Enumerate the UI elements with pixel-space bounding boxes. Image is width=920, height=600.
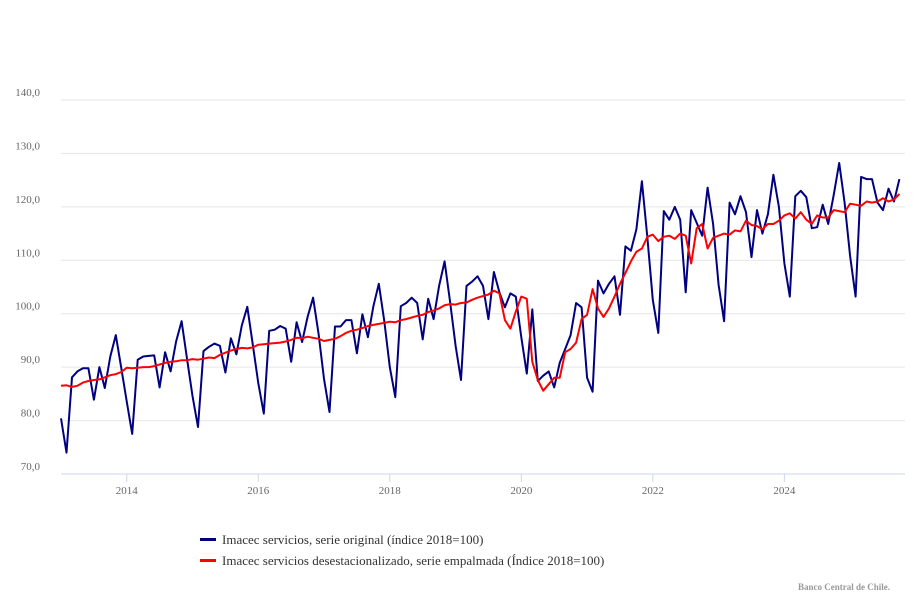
legend: Imacec servicios, serie original (índice…	[200, 529, 604, 571]
legend-swatch-seasonally-adjusted	[200, 559, 216, 562]
y-tick-label: 100,0	[15, 301, 40, 313]
x-tick-label: 2022	[642, 485, 664, 497]
legend-swatch-original	[200, 538, 216, 541]
y-axis: 70,0 80,0 90,0 100,0 110,0 120,0 130,0 140,0	[15, 87, 40, 473]
x-tick-label: 2020	[510, 485, 533, 497]
y-tick-label: 130,0	[15, 140, 40, 152]
x-tick-label: 2014	[116, 485, 139, 497]
y-tick-label: 80,0	[21, 408, 41, 420]
credits[interactable]: Banco Central de Chile.	[798, 582, 890, 592]
x-tick-label: 2018	[379, 485, 402, 497]
series-line-original[interactable]	[60, 162, 901, 454]
series-line-seasonally-adjusted[interactable]	[60, 193, 901, 392]
legend-label-seasonally-adjusted: Imacec servicios desestacionalizado, ser…	[222, 552, 605, 568]
x-tick-label: 2016	[247, 485, 270, 497]
y-tick-label: 140,0	[15, 87, 40, 99]
x-tick-label: 2024	[773, 485, 796, 497]
y-tick-label: 70,0	[21, 461, 41, 473]
legend-item-seasonally-adjusted[interactable]: Imacec servicios desestacionalizado, ser…	[200, 550, 604, 571]
series-group	[60, 162, 901, 454]
y-tick-label: 110,0	[16, 247, 41, 259]
legend-item-original[interactable]: Imacec servicios, serie original (índice…	[200, 529, 604, 550]
y-tick-label: 120,0	[15, 194, 40, 206]
y-tick-label: 90,0	[21, 354, 41, 366]
legend-label-original: Imacec servicios, serie original (índice…	[222, 531, 484, 547]
x-axis: 2014 2016 2018 2020 2022 2024	[116, 474, 796, 497]
